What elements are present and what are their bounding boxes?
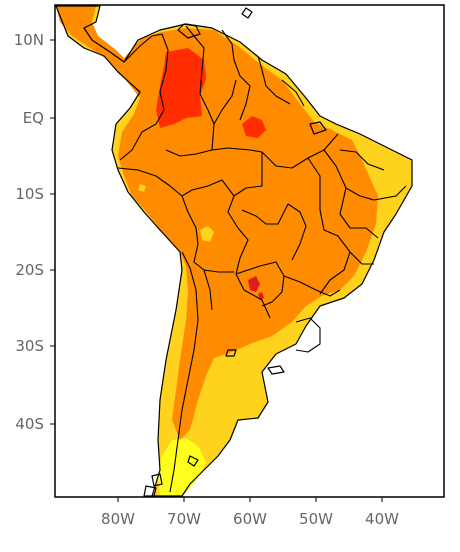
red-spot-paraguay bbox=[248, 276, 260, 292]
y-tick-label: 40S bbox=[15, 415, 44, 433]
dark-orange-center-spot bbox=[242, 116, 266, 138]
y-tick-label: EQ bbox=[23, 109, 44, 127]
y-tick-label: 20S bbox=[15, 261, 44, 279]
country-borders bbox=[117, 25, 407, 493]
y-axis: 10N EQ 10S 20S 30S 40S bbox=[14, 31, 55, 433]
x-tick-label: 50W bbox=[299, 510, 333, 528]
x-tick-label: 60W bbox=[233, 510, 267, 528]
y-tick-label: 30S bbox=[15, 337, 44, 355]
x-axis: 80W 70W 60W 50W 40W bbox=[101, 497, 399, 528]
map-plot-area bbox=[54, 4, 445, 498]
x-tick-label: 40W bbox=[365, 510, 399, 528]
x-tick-label: 70W bbox=[167, 510, 201, 528]
yellow-spot-bolivia bbox=[200, 226, 214, 242]
x-tick-label: 80W bbox=[101, 510, 135, 528]
southern-tip-light-yellow-region bbox=[158, 438, 206, 496]
islands-and-lakes bbox=[143, 7, 327, 497]
y-tick-label: 10N bbox=[14, 31, 44, 49]
y-tick-label: 10S bbox=[15, 185, 44, 203]
dark-orange-northwest-region bbox=[156, 48, 206, 128]
yellow-spot-peru bbox=[138, 184, 146, 192]
coastline bbox=[55, 5, 413, 497]
orange-region bbox=[56, 6, 378, 440]
